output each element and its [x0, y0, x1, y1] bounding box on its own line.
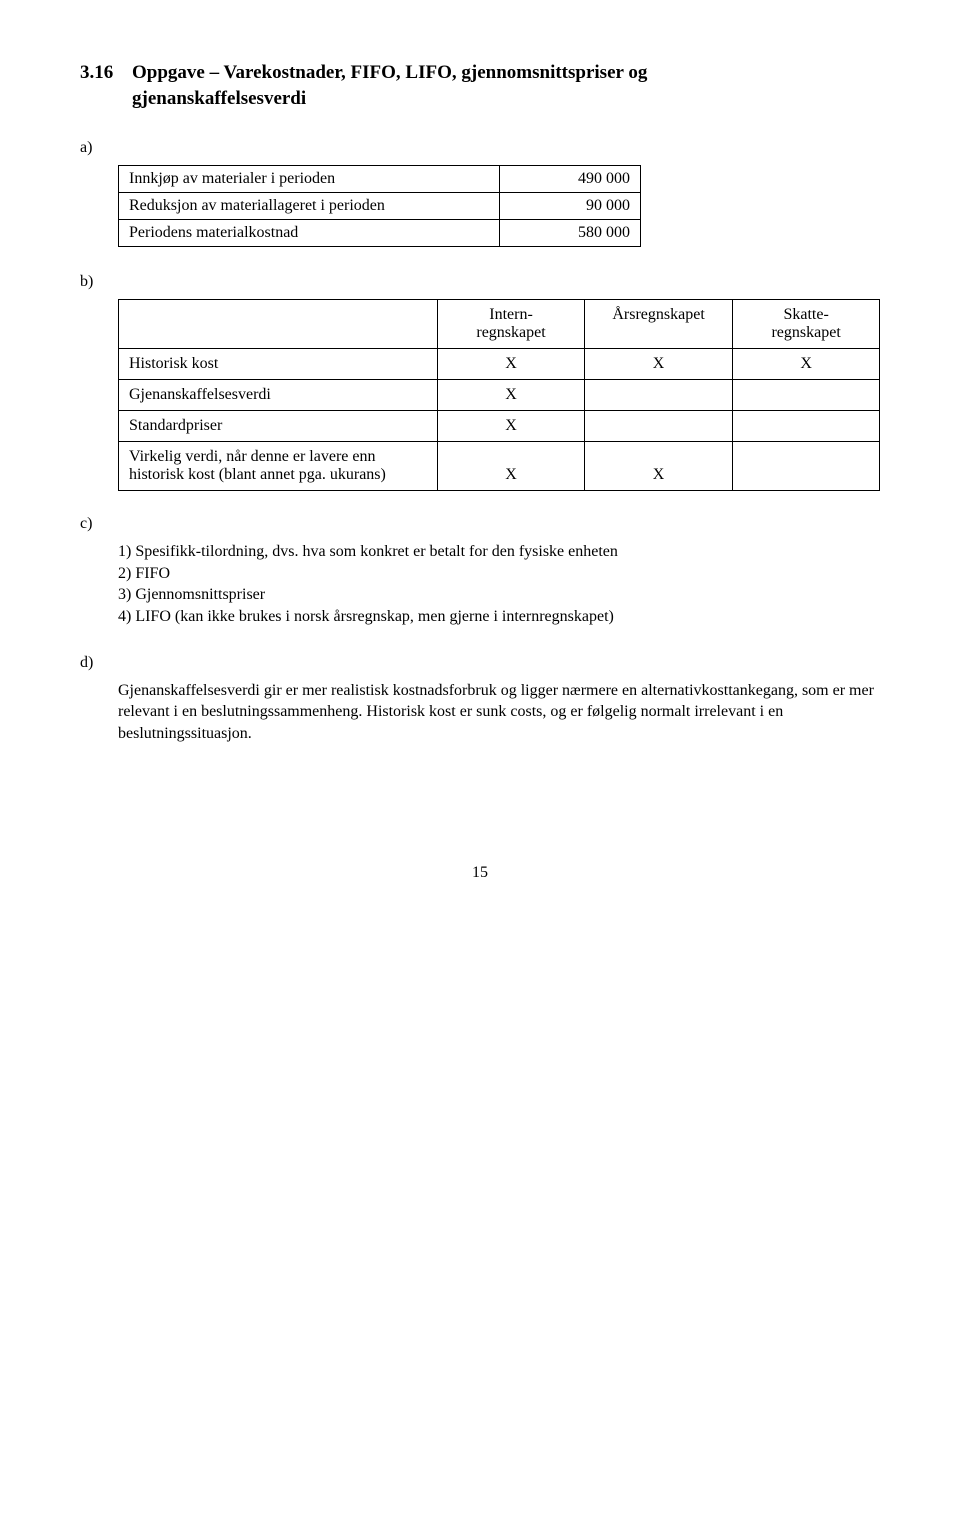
cell-mark: X — [438, 380, 585, 411]
section-b-label: b) — [80, 273, 880, 291]
cell-mark — [733, 380, 880, 411]
cell-mark: X — [438, 442, 585, 491]
list-item: 4) LIFO (kan ikke brukes i norsk årsregn… — [118, 606, 880, 628]
heading-title-line1: Oppgave – Varekostnader, FIFO, LIFO, gje… — [132, 62, 647, 83]
header-col: Intern- regnskapet — [438, 300, 585, 349]
header-empty — [119, 300, 438, 349]
cell-label: Gjenanskaffelsesverdi — [119, 380, 438, 411]
cell-mark: X — [584, 349, 732, 380]
cell-label: Innkjøp av materialer i perioden — [119, 166, 500, 193]
table-b: Intern- regnskapet Årsregnskapet Skatte-… — [118, 299, 880, 491]
cell-mark — [733, 411, 880, 442]
cell-mark — [733, 442, 880, 491]
table-header-row: Intern- regnskapet Årsregnskapet Skatte-… — [119, 300, 880, 349]
section-d-label: d) — [80, 654, 880, 672]
cell-label: Standardpriser — [119, 411, 438, 442]
cell-label: Reduksjon av materiallageret i perioden — [119, 193, 500, 220]
section-c-label: c) — [80, 515, 880, 533]
table-row: Virkelig verdi, når denne er lavere enn … — [119, 442, 880, 491]
cell-mark: X — [584, 442, 732, 491]
cell-mark: X — [438, 411, 585, 442]
cell-mark: X — [438, 349, 585, 380]
section-c-list: 1) Spesifikk-tilordning, dvs. hva som ko… — [118, 541, 880, 627]
heading-title-line2: gjenanskaffelsesverdi — [132, 86, 880, 112]
cell-label: Periodens materialkostnad — [119, 220, 500, 247]
page-heading: 3.16 Oppgave – Varekostnader, FIFO, LIFO… — [80, 60, 880, 111]
header-col: Skatte- regnskapet — [733, 300, 880, 349]
table-row: Historisk kost X X X — [119, 349, 880, 380]
page-number: 15 — [80, 864, 880, 882]
table-row: Standardpriser X — [119, 411, 880, 442]
cell-value: 490 000 — [500, 166, 641, 193]
cell-value: 580 000 — [500, 220, 641, 247]
cell-mark — [584, 411, 732, 442]
table-row: Gjenanskaffelsesverdi X — [119, 380, 880, 411]
table-row: Reduksjon av materiallageret i perioden … — [119, 193, 641, 220]
header-col: Årsregnskapet — [584, 300, 732, 349]
list-item: 1) Spesifikk-tilordning, dvs. hva som ko… — [118, 541, 880, 563]
section-a-label: a) — [80, 139, 880, 157]
section-d-paragraph: Gjenanskaffelsesverdi gir er mer realist… — [118, 680, 880, 745]
cell-mark: X — [733, 349, 880, 380]
cell-value: 90 000 — [500, 193, 641, 220]
list-item: 2) FIFO — [118, 563, 880, 585]
table-row: Periodens materialkostnad 580 000 — [119, 220, 641, 247]
table-a: Innkjøp av materialer i perioden 490 000… — [118, 165, 641, 247]
heading-number: 3.16 — [80, 62, 113, 83]
list-item: 3) Gjennomsnittspriser — [118, 584, 880, 606]
cell-label: Historisk kost — [119, 349, 438, 380]
cell-mark — [584, 380, 732, 411]
cell-label: Virkelig verdi, når denne er lavere enn … — [119, 442, 438, 491]
table-row: Innkjøp av materialer i perioden 490 000 — [119, 166, 641, 193]
